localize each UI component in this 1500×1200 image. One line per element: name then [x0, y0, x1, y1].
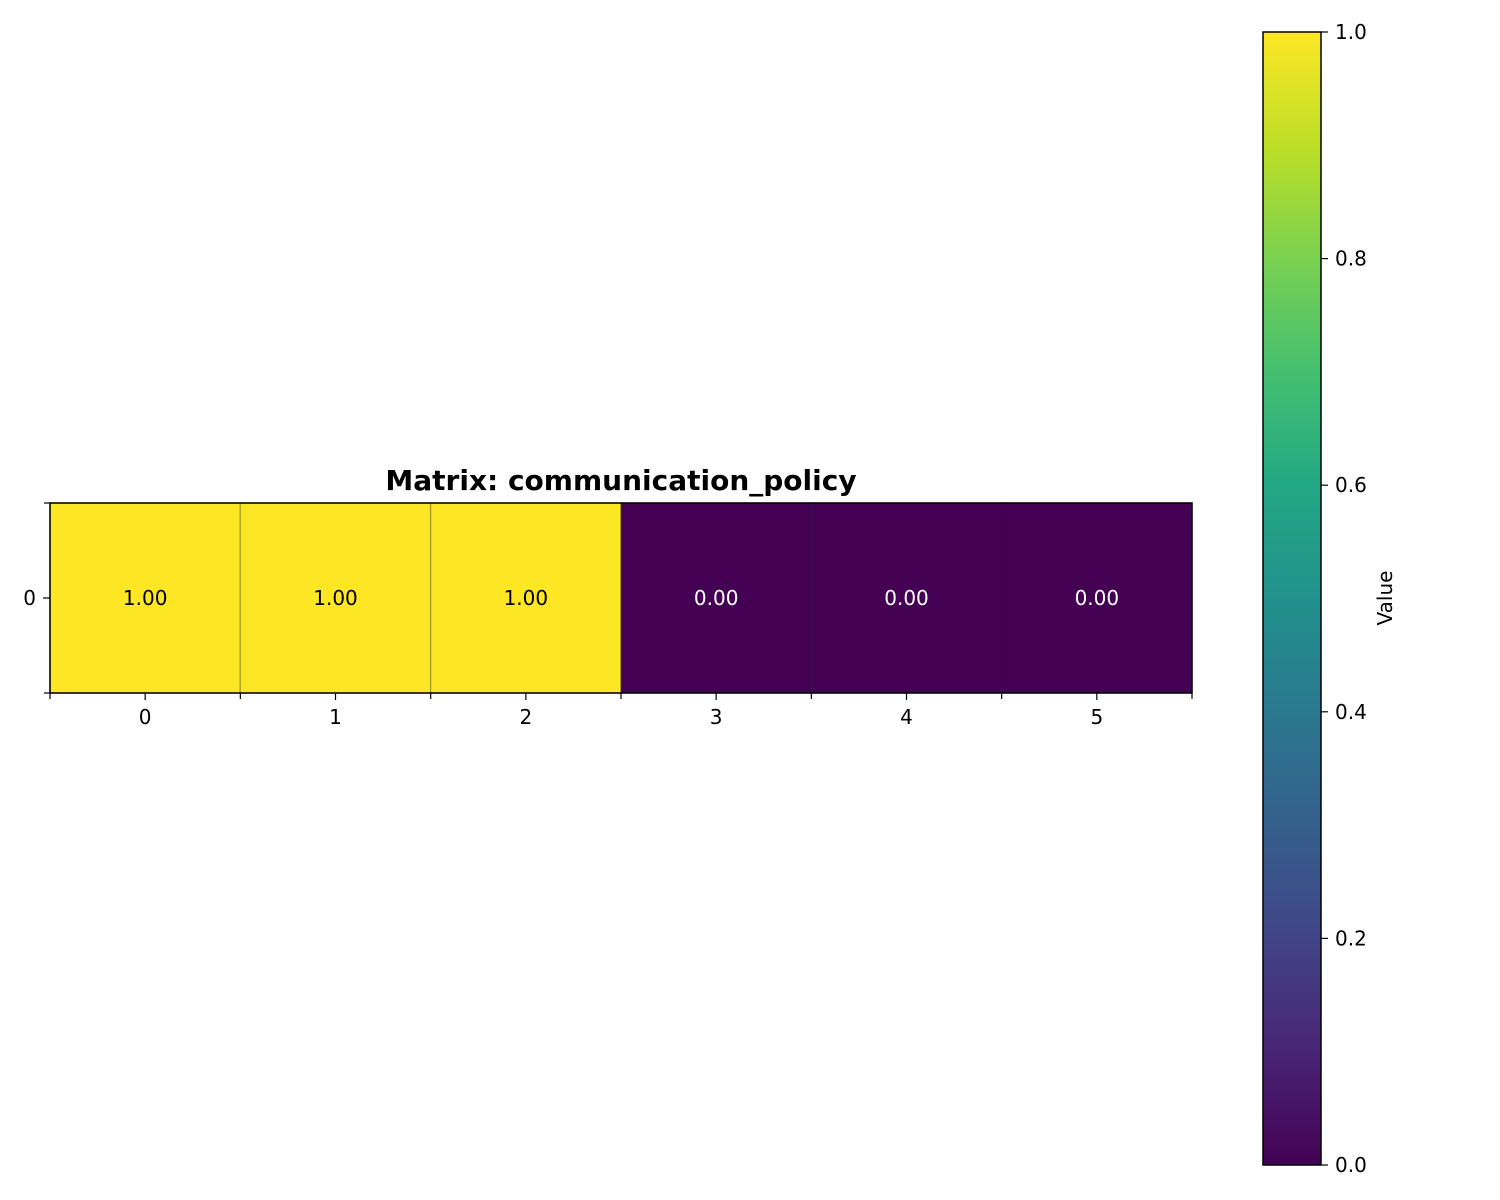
cell-value-label: 0.00 — [884, 586, 929, 610]
chart-title: Matrix: communication_policy — [385, 464, 856, 497]
colorbar-tick-label: 0.2 — [1335, 926, 1367, 950]
heatmap-cell — [49, 502, 242, 694]
heatmap-cells: 1.00 1.00 1.00 0.00 0.00 0.00 — [49, 502, 1193, 694]
y-axis: 0 — [23, 502, 50, 694]
colorbar-tick-label: 0.8 — [1335, 247, 1367, 271]
heatmap-cell — [810, 502, 1003, 694]
colorbar-tick-label: 1.0 — [1335, 20, 1367, 44]
x-tick-label: 0 — [139, 705, 152, 729]
colorbar-tick-label: 0.0 — [1335, 1153, 1367, 1177]
x-tick-label: 4 — [900, 705, 913, 729]
cell-value-label: 0.00 — [694, 586, 739, 610]
x-tick-label: 2 — [519, 705, 532, 729]
colorbar-ticks: 0.0 0.2 0.4 0.6 0.8 1.0 — [1321, 20, 1367, 1177]
heatmap-cell — [1000, 502, 1193, 694]
x-tick-label: 1 — [329, 705, 342, 729]
x-tick-label: 3 — [710, 705, 723, 729]
x-tick-label: 5 — [1090, 705, 1103, 729]
colorbar-label: Value — [1373, 571, 1397, 626]
colorbar-tick-label: 0.6 — [1335, 473, 1367, 497]
heatmap-cell — [239, 502, 432, 694]
colorbar-tick-label: 0.4 — [1335, 700, 1367, 724]
cell-value-label: 1.00 — [504, 586, 549, 610]
y-tick-label: 0 — [23, 586, 36, 610]
x-axis: 0 1 2 3 4 5 — [49, 693, 1193, 729]
cell-value-label: 1.00 — [123, 586, 168, 610]
cell-value-label: 1.00 — [313, 586, 358, 610]
colorbar — [1262, 31, 1322, 1166]
heatmap-cell — [620, 502, 813, 694]
cell-value-label: 0.00 — [1075, 586, 1120, 610]
